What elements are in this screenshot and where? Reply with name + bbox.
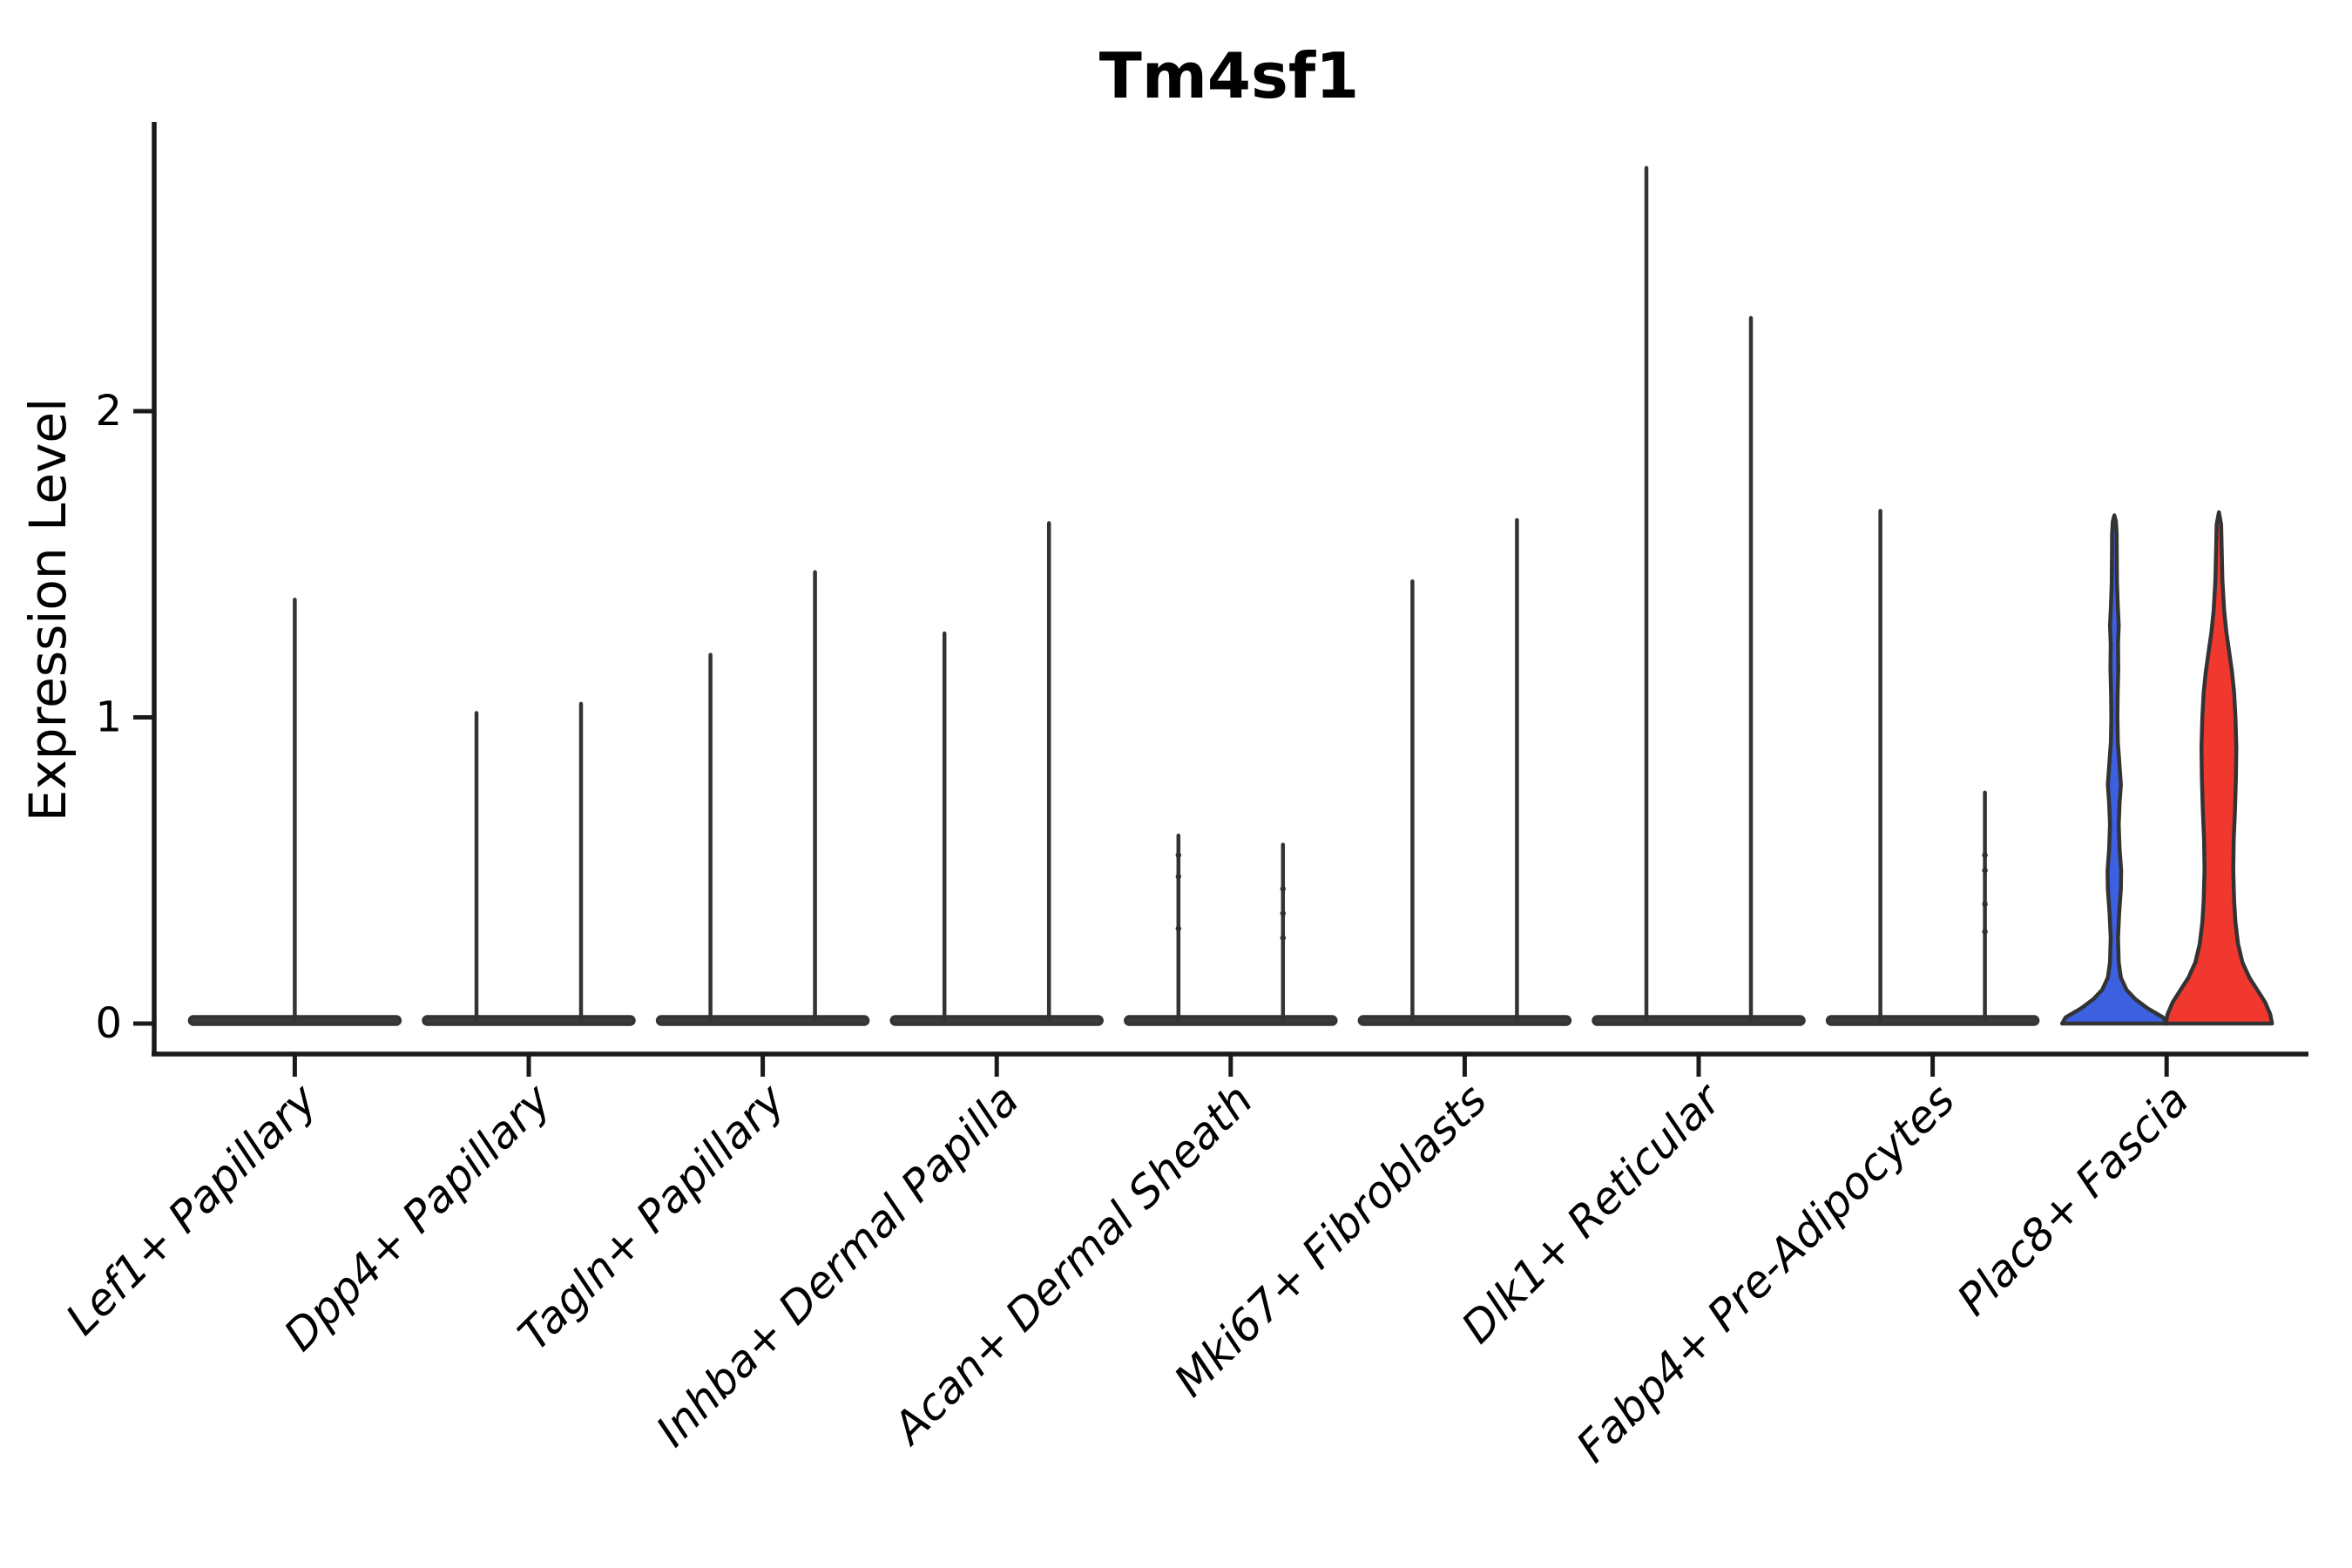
jitter-dot — [1280, 910, 1287, 916]
violin-left — [2059, 513, 2169, 1026]
jitter-dot — [1175, 925, 1182, 932]
jitter-dot — [1280, 886, 1287, 892]
violin-base — [1825, 1015, 2040, 1026]
x-tick-label: Lef1+ Papillary — [57, 1073, 328, 1344]
x-tick-label: Plac8+ Fascia — [1948, 1074, 2199, 1325]
violin-base — [1124, 1015, 1338, 1026]
jitter-dot — [1175, 874, 1182, 880]
jitter-dot — [1982, 929, 1988, 935]
violins — [187, 166, 2274, 1026]
y-tick-label: 2 — [95, 387, 122, 436]
violin-base — [1592, 1015, 1806, 1026]
violin-base — [422, 1015, 636, 1026]
chart-title: Tm4sf1 — [1099, 39, 1360, 112]
y-tick-label: 0 — [95, 999, 122, 1048]
violin-base — [889, 1015, 1104, 1026]
violin-right — [2163, 510, 2274, 1026]
violin-base — [1357, 1015, 1572, 1026]
axes — [133, 122, 2308, 1077]
jitter-dot — [1175, 852, 1182, 858]
y-axis-label: Expression Level — [18, 398, 78, 821]
jitter-dot — [1280, 935, 1287, 941]
y-tick-label: 1 — [95, 693, 122, 742]
violin-base — [655, 1015, 870, 1026]
jitter-dot — [1982, 852, 1988, 858]
jitter-dot — [1982, 868, 1988, 874]
x-tick-label: Dlk1+ Reticular — [1452, 1072, 1733, 1353]
jitter-dot — [1982, 901, 1988, 908]
x-tick-label: Fabp4+ Pre-Adipocytes — [1567, 1074, 1965, 1472]
